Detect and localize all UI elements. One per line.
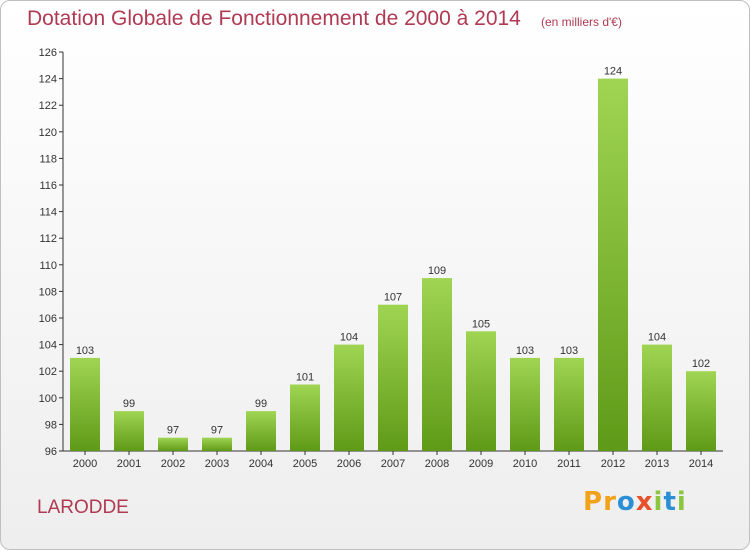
bar-2008	[422, 278, 452, 451]
data-label-2006: 104	[340, 332, 358, 344]
bar-2004	[246, 411, 276, 451]
data-label-2011: 103	[560, 345, 578, 357]
chart-subtitle: (en milliers d'€)	[541, 15, 622, 29]
x-tick-label-2012: 2012	[601, 458, 625, 470]
y-tick-label: 104	[39, 340, 57, 352]
bar-2014	[686, 371, 716, 451]
bar-2010	[510, 357, 540, 451]
bar-2003	[202, 437, 232, 451]
x-tick-label-2006: 2006	[337, 458, 361, 470]
chart-title: Dotation Globale de Fonctionnement de 20…	[27, 7, 521, 30]
bars	[70, 78, 716, 451]
bar-2000	[70, 357, 100, 451]
logo-letter: t	[663, 487, 677, 517]
data-label-2014: 102	[692, 358, 710, 370]
data-label-2004: 99	[255, 398, 267, 410]
data-label-2003: 97	[211, 425, 223, 437]
x-tick-label-2001: 2001	[117, 458, 141, 470]
x-tick-label-2011: 2011	[557, 458, 581, 470]
y-tick-label: 126	[39, 47, 57, 59]
y-tick-label: 114	[39, 207, 57, 219]
x-tick-label-2000: 2000	[73, 458, 97, 470]
data-label-2009: 105	[472, 318, 490, 330]
y-tick-label: 100	[39, 393, 57, 405]
logo-letter: P	[583, 487, 604, 517]
y-tick-label: 112	[39, 233, 57, 245]
y-tick-label: 122	[39, 100, 57, 112]
commune-name: LARODDE	[37, 497, 129, 518]
x-tick-label-2007: 2007	[381, 458, 405, 470]
data-labels: 103 99 97 97 99 101 104 107 109 105 103 103 124 104 10…	[76, 66, 710, 437]
x-tick-label-2010: 2010	[513, 458, 537, 470]
y-tick-label: 98	[45, 419, 57, 431]
bar-2001	[114, 411, 144, 451]
y-tick-label: 102	[39, 366, 57, 378]
bar-2005	[290, 384, 320, 451]
bar-2007	[378, 304, 408, 451]
bar-2013	[642, 344, 672, 451]
y-tick-label: 110	[39, 260, 57, 272]
data-label-2010: 103	[516, 345, 534, 357]
y-tick-label: 120	[39, 127, 57, 139]
y-tick-label: 116	[39, 180, 57, 192]
bar-2012	[598, 78, 628, 451]
data-label-2001: 99	[123, 398, 135, 410]
x-tick-label-2013: 2013	[645, 458, 669, 470]
data-label-2007: 107	[384, 292, 402, 304]
data-label-2013: 104	[648, 332, 666, 344]
bar-2006	[334, 344, 364, 451]
data-label-2005: 101	[296, 372, 314, 384]
x-tick-label-2014: 2014	[689, 458, 713, 470]
logo-letter: i	[653, 487, 664, 517]
y-tick-label: 124	[39, 74, 57, 86]
x-tick-label-2003: 2003	[205, 458, 229, 470]
bar-2009	[466, 331, 496, 451]
proxiti-logo[interactable]: Proxiti	[583, 487, 687, 517]
y-tick-label: 118	[39, 153, 57, 165]
data-label-2000: 103	[76, 345, 94, 357]
logo-letter: r	[603, 487, 617, 517]
logo-letter: i	[676, 487, 687, 517]
logo-letter: o	[616, 487, 636, 517]
data-label-2008: 109	[428, 265, 446, 277]
logo-letter: x	[635, 487, 654, 517]
x-tick-label-2005: 2005	[293, 458, 317, 470]
data-label-2012: 124	[604, 66, 622, 78]
x-tick-label-2008: 2008	[425, 458, 449, 470]
y-axis: 96 98 100 102 104 106 108 110 112 114 116 118 120 122…	[39, 47, 64, 458]
data-label-2002: 97	[167, 425, 179, 437]
x-tick-label-2002: 2002	[161, 458, 185, 470]
y-tick-label: 106	[39, 313, 57, 325]
x-axis: 2000 2001 2002 2003 2004 2005 2006 2007 2008 2009…	[63, 450, 723, 470]
y-tick-label: 96	[45, 446, 57, 458]
bar-2011	[554, 357, 584, 451]
y-tick-label: 108	[39, 286, 57, 298]
bar-2002	[158, 437, 188, 451]
x-tick-label-2009: 2009	[469, 458, 493, 470]
x-tick-label-2004: 2004	[249, 458, 273, 470]
